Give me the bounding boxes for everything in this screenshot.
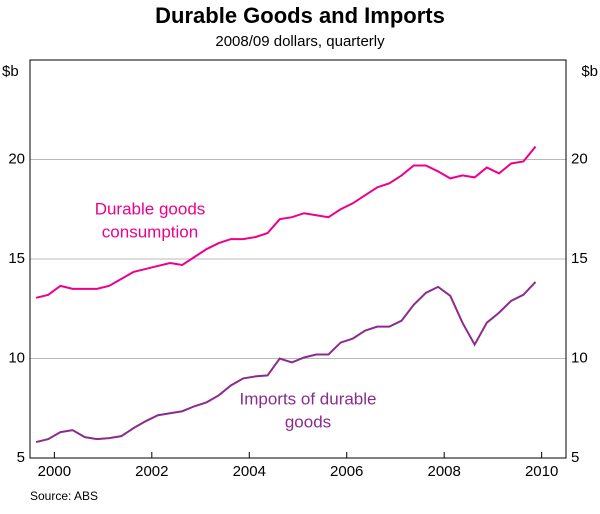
series-line <box>35 281 537 444</box>
series-line <box>35 145 537 299</box>
chart-subtitle: 2008/09 dollars, quarterly <box>215 33 385 50</box>
y-tick-label: 5 <box>17 449 25 466</box>
series-label: consumption <box>102 222 198 241</box>
y-tick-label: 10 <box>8 349 25 366</box>
plot-frame <box>29 59 567 459</box>
y2-tick-label: 5 <box>571 449 579 466</box>
x-tick-label: 2002 <box>135 463 168 480</box>
chart-title: Durable Goods and Imports <box>155 3 445 28</box>
y2-axis-label: $b <box>581 63 598 80</box>
y2-tick-label: 10 <box>571 349 588 366</box>
y2-tick-label: 15 <box>571 250 588 267</box>
x-tick-label: 2000 <box>38 463 71 480</box>
source-note: Source: ABS <box>30 489 98 503</box>
x-tick-label: 2006 <box>330 463 363 480</box>
y-axis-label: $b <box>2 63 19 80</box>
y-tick-label: 15 <box>8 250 25 267</box>
y-tick-label: 20 <box>8 150 25 167</box>
series-label: Imports of durable <box>239 389 376 408</box>
series-label: Durable goods <box>95 199 206 218</box>
x-tick-label: 2004 <box>233 463 266 480</box>
series-label: goods <box>285 412 331 431</box>
x-tick-label: 2010 <box>525 463 558 480</box>
x-tick-label: 2008 <box>427 463 460 480</box>
y2-tick-label: 20 <box>571 150 588 167</box>
